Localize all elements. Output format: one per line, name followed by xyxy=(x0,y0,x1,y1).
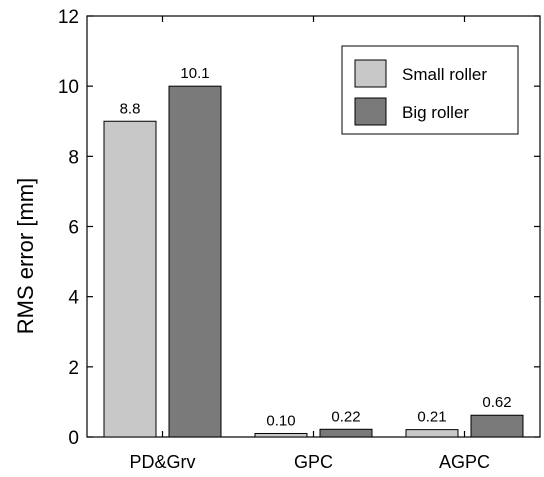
bar-gpc-0 xyxy=(254,432,308,438)
x-tick-label: GPC xyxy=(294,452,333,472)
data-label: 0.62 xyxy=(482,394,511,411)
legend-label: Small roller xyxy=(402,65,487,84)
y-tick-label: 6 xyxy=(68,218,79,239)
legend-swatch xyxy=(354,59,387,88)
y-tick-label: 10 xyxy=(58,77,79,98)
data-label: 10.1 xyxy=(180,65,209,82)
y-tick-label: 2 xyxy=(68,358,79,379)
x-tick-label: AGPC xyxy=(439,452,490,472)
y-tick-label: 4 xyxy=(68,288,79,309)
y-tick-label: 8 xyxy=(68,147,79,168)
legend-label: Big roller xyxy=(402,103,469,122)
bar-pdgrv-1 xyxy=(168,85,222,438)
y-axis-title: RMS error [mm] xyxy=(13,178,38,334)
y-tick-label: 0 xyxy=(68,428,79,449)
legend: Small roller Big roller xyxy=(341,45,519,135)
data-label: 8.8 xyxy=(120,100,141,117)
data-label: 0.21 xyxy=(417,409,446,426)
y-tick-label: 12 xyxy=(58,7,79,28)
bar-agpc-1 xyxy=(470,414,524,438)
bar-gpc-1 xyxy=(319,428,373,438)
legend-swatch xyxy=(354,97,387,126)
x-tick-label: PD&Grv xyxy=(129,452,195,472)
bar-pdgrv-0 xyxy=(103,120,157,438)
data-label: 0.22 xyxy=(331,408,360,425)
bar-agpc-0 xyxy=(405,429,459,438)
data-label: 0.10 xyxy=(266,412,295,429)
plot-area: 0 2 4 6 8 10 12 PD&Grv 8.8 10.1 GPC 0.10 0.22 AGPC 0.2… xyxy=(58,7,541,472)
